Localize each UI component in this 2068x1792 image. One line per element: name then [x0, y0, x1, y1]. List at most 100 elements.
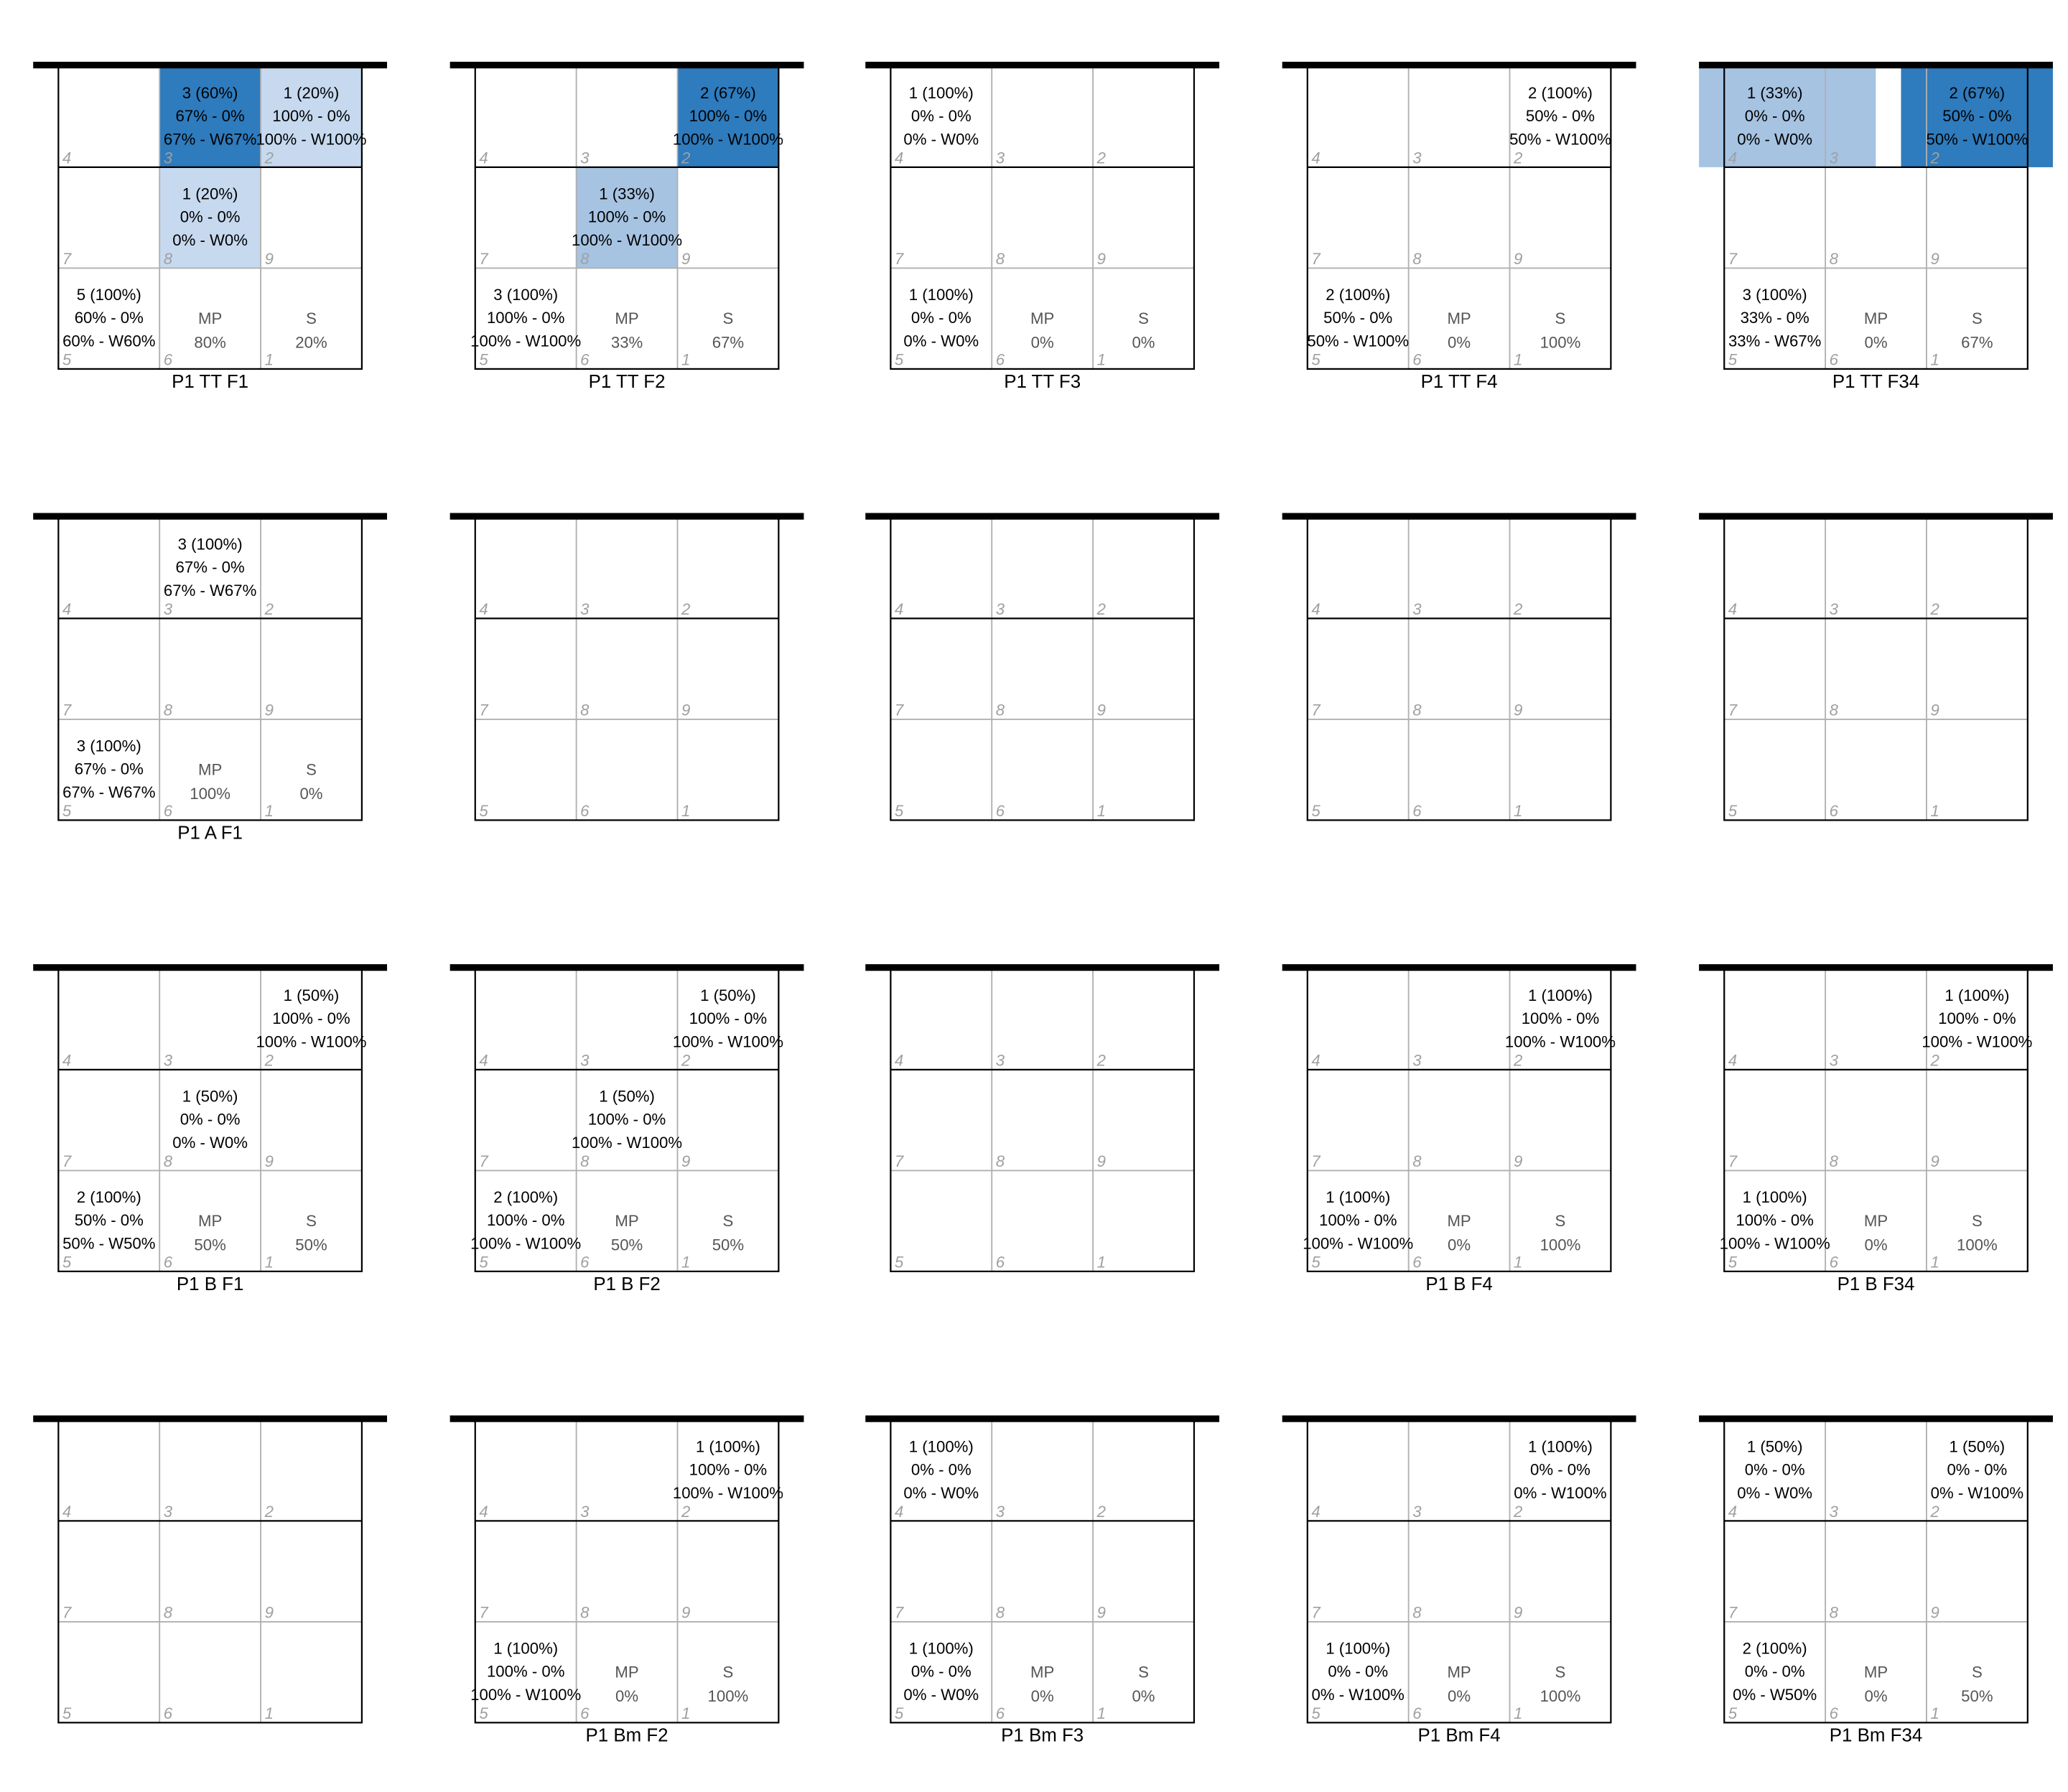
s-value: 50% [712, 1236, 744, 1254]
cell-value-zone-4: 0% - 0% [911, 1461, 972, 1479]
mp-label: MP [1864, 1663, 1888, 1681]
cell-value-zone-5: 100% - W100% [1720, 1234, 1830, 1252]
zone-number-1: 1 [681, 802, 690, 820]
cell-value-zone-8: 1 (50%) [599, 1087, 655, 1105]
zone-number-1: 1 [1514, 350, 1522, 368]
court-panel-p1-bm-f2-16: 4 3 2 7 8 9 5 6 1 1 (100%) 100% - 0% 100% - W100% 1 … [450, 1415, 804, 1745]
cell-value-zone-2: 50% - W100% [1509, 130, 1611, 148]
cell-value-zone-8: 100% - 0% [588, 208, 666, 226]
cell-value-zone-5: 1 (100%) [1326, 1188, 1390, 1206]
cell-value-zone-5: 100% - W100% [470, 332, 581, 350]
cell-value-zone-2: 1 (100%) [1528, 986, 1593, 1004]
panel-title: P1 TT F2 [589, 372, 666, 392]
cell-value-zone-2: 0% - W100% [1514, 1484, 1606, 1502]
zone-number-6: 6 [1412, 350, 1422, 368]
zone-number-1: 1 [1930, 1704, 1939, 1722]
cell-value-zone-2: 1 (50%) [284, 986, 340, 1004]
court-panel-empty-7: 4 3 2 7 8 9 5 6 1 [865, 513, 1220, 821]
zone-number-2: 2 [1513, 1503, 1522, 1521]
cell-value-zone-2: 2 (67%) [1950, 84, 2006, 102]
zone-number-9: 9 [681, 250, 690, 268]
zone-number-5: 5 [1311, 802, 1321, 820]
cell-value-zone-3: 67% - W67% [164, 130, 256, 148]
cell-value-zone-5: 100% - W100% [1303, 1234, 1413, 1252]
cell-value-zone-2: 100% - W100% [1505, 1032, 1616, 1050]
zone-number-1: 1 [265, 1704, 274, 1722]
mp-value: 50% [611, 1236, 643, 1254]
cell-value-zone-2: 50% - 0% [1526, 107, 1595, 125]
zone-number-6: 6 [164, 1253, 173, 1271]
zone-number-3: 3 [164, 1051, 173, 1069]
mp-value: 0% [1864, 1236, 1887, 1254]
zone-number-2: 2 [1513, 149, 1522, 167]
zone-number-8: 8 [580, 1603, 590, 1621]
zone-number-8: 8 [996, 1152, 1005, 1170]
cell-value-zone-5: 100% - 0% [487, 1211, 564, 1229]
zone-number-9: 9 [1930, 1603, 1939, 1621]
cell-value-zone-2: 100% - W100% [256, 130, 366, 148]
zone-number-4: 4 [1728, 1051, 1737, 1069]
zone-number-7: 7 [62, 250, 73, 268]
zone-number-3: 3 [164, 600, 173, 618]
zone-number-2: 2 [264, 149, 274, 167]
s-value: 67% [712, 333, 744, 351]
cell-shade-zone-4 [1699, 66, 1876, 167]
cell-value-zone-4: 0% - W0% [903, 1484, 979, 1502]
zone-number-8: 8 [164, 1603, 173, 1621]
zone-number-3: 3 [580, 149, 590, 167]
cell-value-zone-2: 1 (100%) [696, 1437, 760, 1455]
cell-value-zone-2: 1 (50%) [1950, 1437, 2006, 1455]
zone-number-5: 5 [479, 1253, 488, 1271]
zone-number-3: 3 [1412, 1051, 1422, 1069]
court-panel-p1-tt-f2-1: 4 3 2 7 8 9 5 6 1 2 (67%) 100% - 0% 100% - W100% 3 (… [450, 61, 804, 392]
zone-number-7: 7 [895, 1603, 905, 1621]
cell-value-zone-4: 0% - 0% [1745, 107, 1805, 125]
zone-number-2: 2 [1513, 600, 1522, 618]
zone-number-5: 5 [895, 1704, 904, 1722]
cell-value-zone-2: 100% - 0% [689, 1009, 767, 1027]
cell-value-zone-5: 100% - 0% [487, 309, 564, 327]
s-label: S [1138, 309, 1149, 327]
zone-number-9: 9 [1097, 1152, 1106, 1170]
zone-number-8: 8 [164, 701, 173, 719]
zone-number-4: 4 [479, 1503, 488, 1521]
s-label: S [1972, 309, 1983, 327]
panel-title: P1 B F4 [1425, 1274, 1492, 1294]
zone-number-7: 7 [1311, 701, 1321, 719]
s-value: 0% [299, 785, 322, 803]
cell-value-zone-2: 100% - 0% [689, 107, 767, 125]
cell-value-zone-5: 5 (100%) [77, 286, 141, 304]
court-panel-p1-bm-f4-18: 4 3 2 7 8 9 5 6 1 1 (100%) 0% - 0% 0% - W100% 1 (100… [1282, 1415, 1636, 1745]
cell-value-zone-5: 50% - W50% [62, 1234, 155, 1252]
cell-value-zone-5: 3 (100%) [77, 737, 141, 755]
s-value: 100% [1540, 1236, 1581, 1254]
zone-number-8: 8 [1830, 1603, 1839, 1621]
s-label: S [1972, 1212, 1983, 1230]
mp-label: MP [1864, 309, 1888, 327]
court-panel-empty-9: 4 3 2 7 8 9 5 6 1 [1699, 513, 2053, 821]
zone-number-8: 8 [164, 1152, 173, 1170]
zone-number-6: 6 [580, 350, 590, 368]
zone-number-1: 1 [681, 350, 690, 368]
panel-title: P1 B F34 [1838, 1274, 1915, 1294]
zone-number-5: 5 [62, 1704, 72, 1722]
cell-value-zone-2: 100% - W100% [673, 130, 783, 148]
cell-value-zone-4: 0% - 0% [1745, 1461, 1805, 1479]
zone-number-6: 6 [580, 1253, 590, 1271]
cell-value-zone-4: 0% - 0% [911, 107, 972, 125]
cell-value-zone-3: 67% - W67% [164, 582, 256, 599]
court-panel-empty-6: 4 3 2 7 8 9 5 6 1 [450, 513, 804, 821]
zone-number-1: 1 [265, 802, 274, 820]
s-label: S [306, 761, 317, 779]
zone-number-1: 1 [1097, 802, 1106, 820]
cell-value-zone-2: 100% - W100% [673, 1484, 783, 1502]
zone-number-7: 7 [895, 250, 905, 268]
s-value: 67% [1961, 333, 1993, 351]
zone-number-1: 1 [1514, 1704, 1522, 1722]
zone-number-7: 7 [62, 1152, 73, 1170]
s-label: S [306, 309, 317, 327]
zone-number-1: 1 [1097, 1253, 1106, 1271]
zone-number-9: 9 [265, 701, 274, 719]
zone-number-5: 5 [62, 802, 72, 820]
zone-number-9: 9 [1930, 701, 1939, 719]
